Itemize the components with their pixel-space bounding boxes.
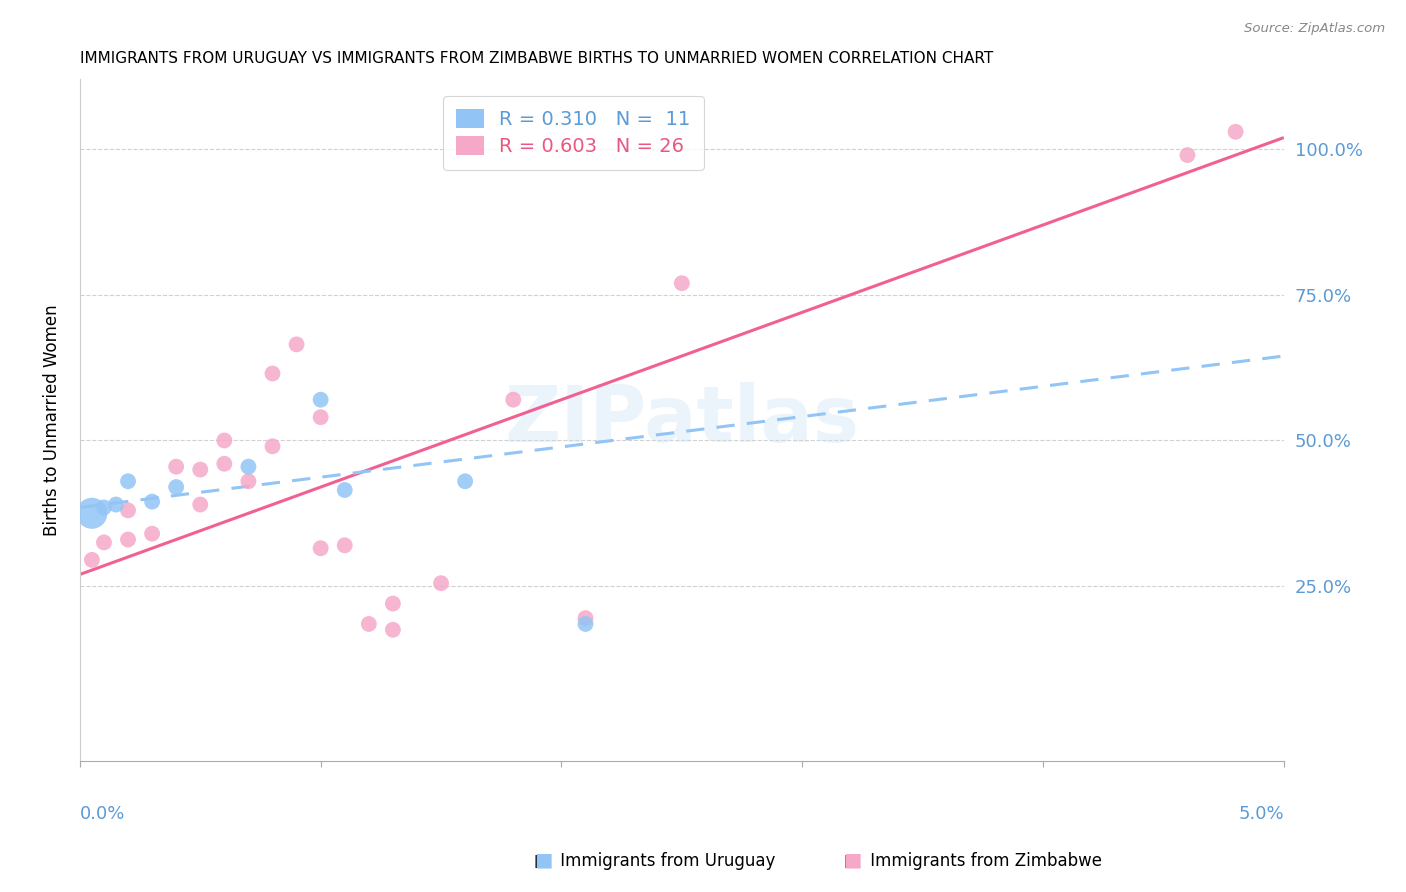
- Point: [671, 277, 693, 291]
- Point: [454, 475, 477, 489]
- Text: 5.0%: 5.0%: [1239, 805, 1284, 823]
- Point: [117, 533, 139, 547]
- Point: [214, 457, 236, 471]
- Legend: R = 0.310   N =  11, R = 0.603   N = 26: R = 0.310 N = 11, R = 0.603 N = 26: [443, 95, 704, 169]
- Point: [309, 392, 332, 407]
- Point: [262, 367, 284, 381]
- Text: ■: ■: [534, 851, 553, 870]
- Point: [238, 475, 260, 489]
- Point: [93, 500, 115, 515]
- Text: 0.0%: 0.0%: [80, 805, 125, 823]
- Point: [1177, 148, 1199, 162]
- Point: [262, 439, 284, 453]
- Point: [309, 410, 332, 425]
- Point: [80, 506, 103, 520]
- Point: [333, 538, 356, 552]
- Text: IMMIGRANTS FROM URUGUAY VS IMMIGRANTS FROM ZIMBABWE BIRTHS TO UNMARRIED WOMEN CO: IMMIGRANTS FROM URUGUAY VS IMMIGRANTS FR…: [80, 51, 993, 66]
- Point: [214, 434, 236, 448]
- Point: [1225, 125, 1247, 139]
- Point: [141, 526, 163, 541]
- Point: [93, 535, 115, 549]
- Point: [357, 617, 380, 632]
- Text: ■: ■: [844, 851, 862, 870]
- Text: ■  Immigrants from Zimbabwe: ■ Immigrants from Zimbabwe: [844, 852, 1101, 870]
- Point: [333, 483, 356, 497]
- Point: [165, 480, 187, 494]
- Point: [188, 498, 211, 512]
- Point: [117, 475, 139, 489]
- Point: [574, 617, 596, 632]
- Point: [80, 553, 103, 567]
- Text: ■  Immigrants from Uruguay: ■ Immigrants from Uruguay: [534, 852, 776, 870]
- Y-axis label: Births to Unmarried Women: Births to Unmarried Women: [44, 304, 60, 536]
- Point: [188, 462, 211, 476]
- Point: [430, 576, 453, 591]
- Point: [309, 541, 332, 556]
- Point: [104, 498, 127, 512]
- Point: [141, 494, 163, 508]
- Point: [238, 459, 260, 474]
- Point: [574, 611, 596, 625]
- Point: [117, 503, 139, 517]
- Text: ZIPatlas: ZIPatlas: [505, 382, 859, 458]
- Point: [165, 459, 187, 474]
- Text: Source: ZipAtlas.com: Source: ZipAtlas.com: [1244, 22, 1385, 36]
- Point: [381, 623, 404, 637]
- Point: [285, 337, 308, 351]
- Point: [502, 392, 524, 407]
- Point: [381, 597, 404, 611]
